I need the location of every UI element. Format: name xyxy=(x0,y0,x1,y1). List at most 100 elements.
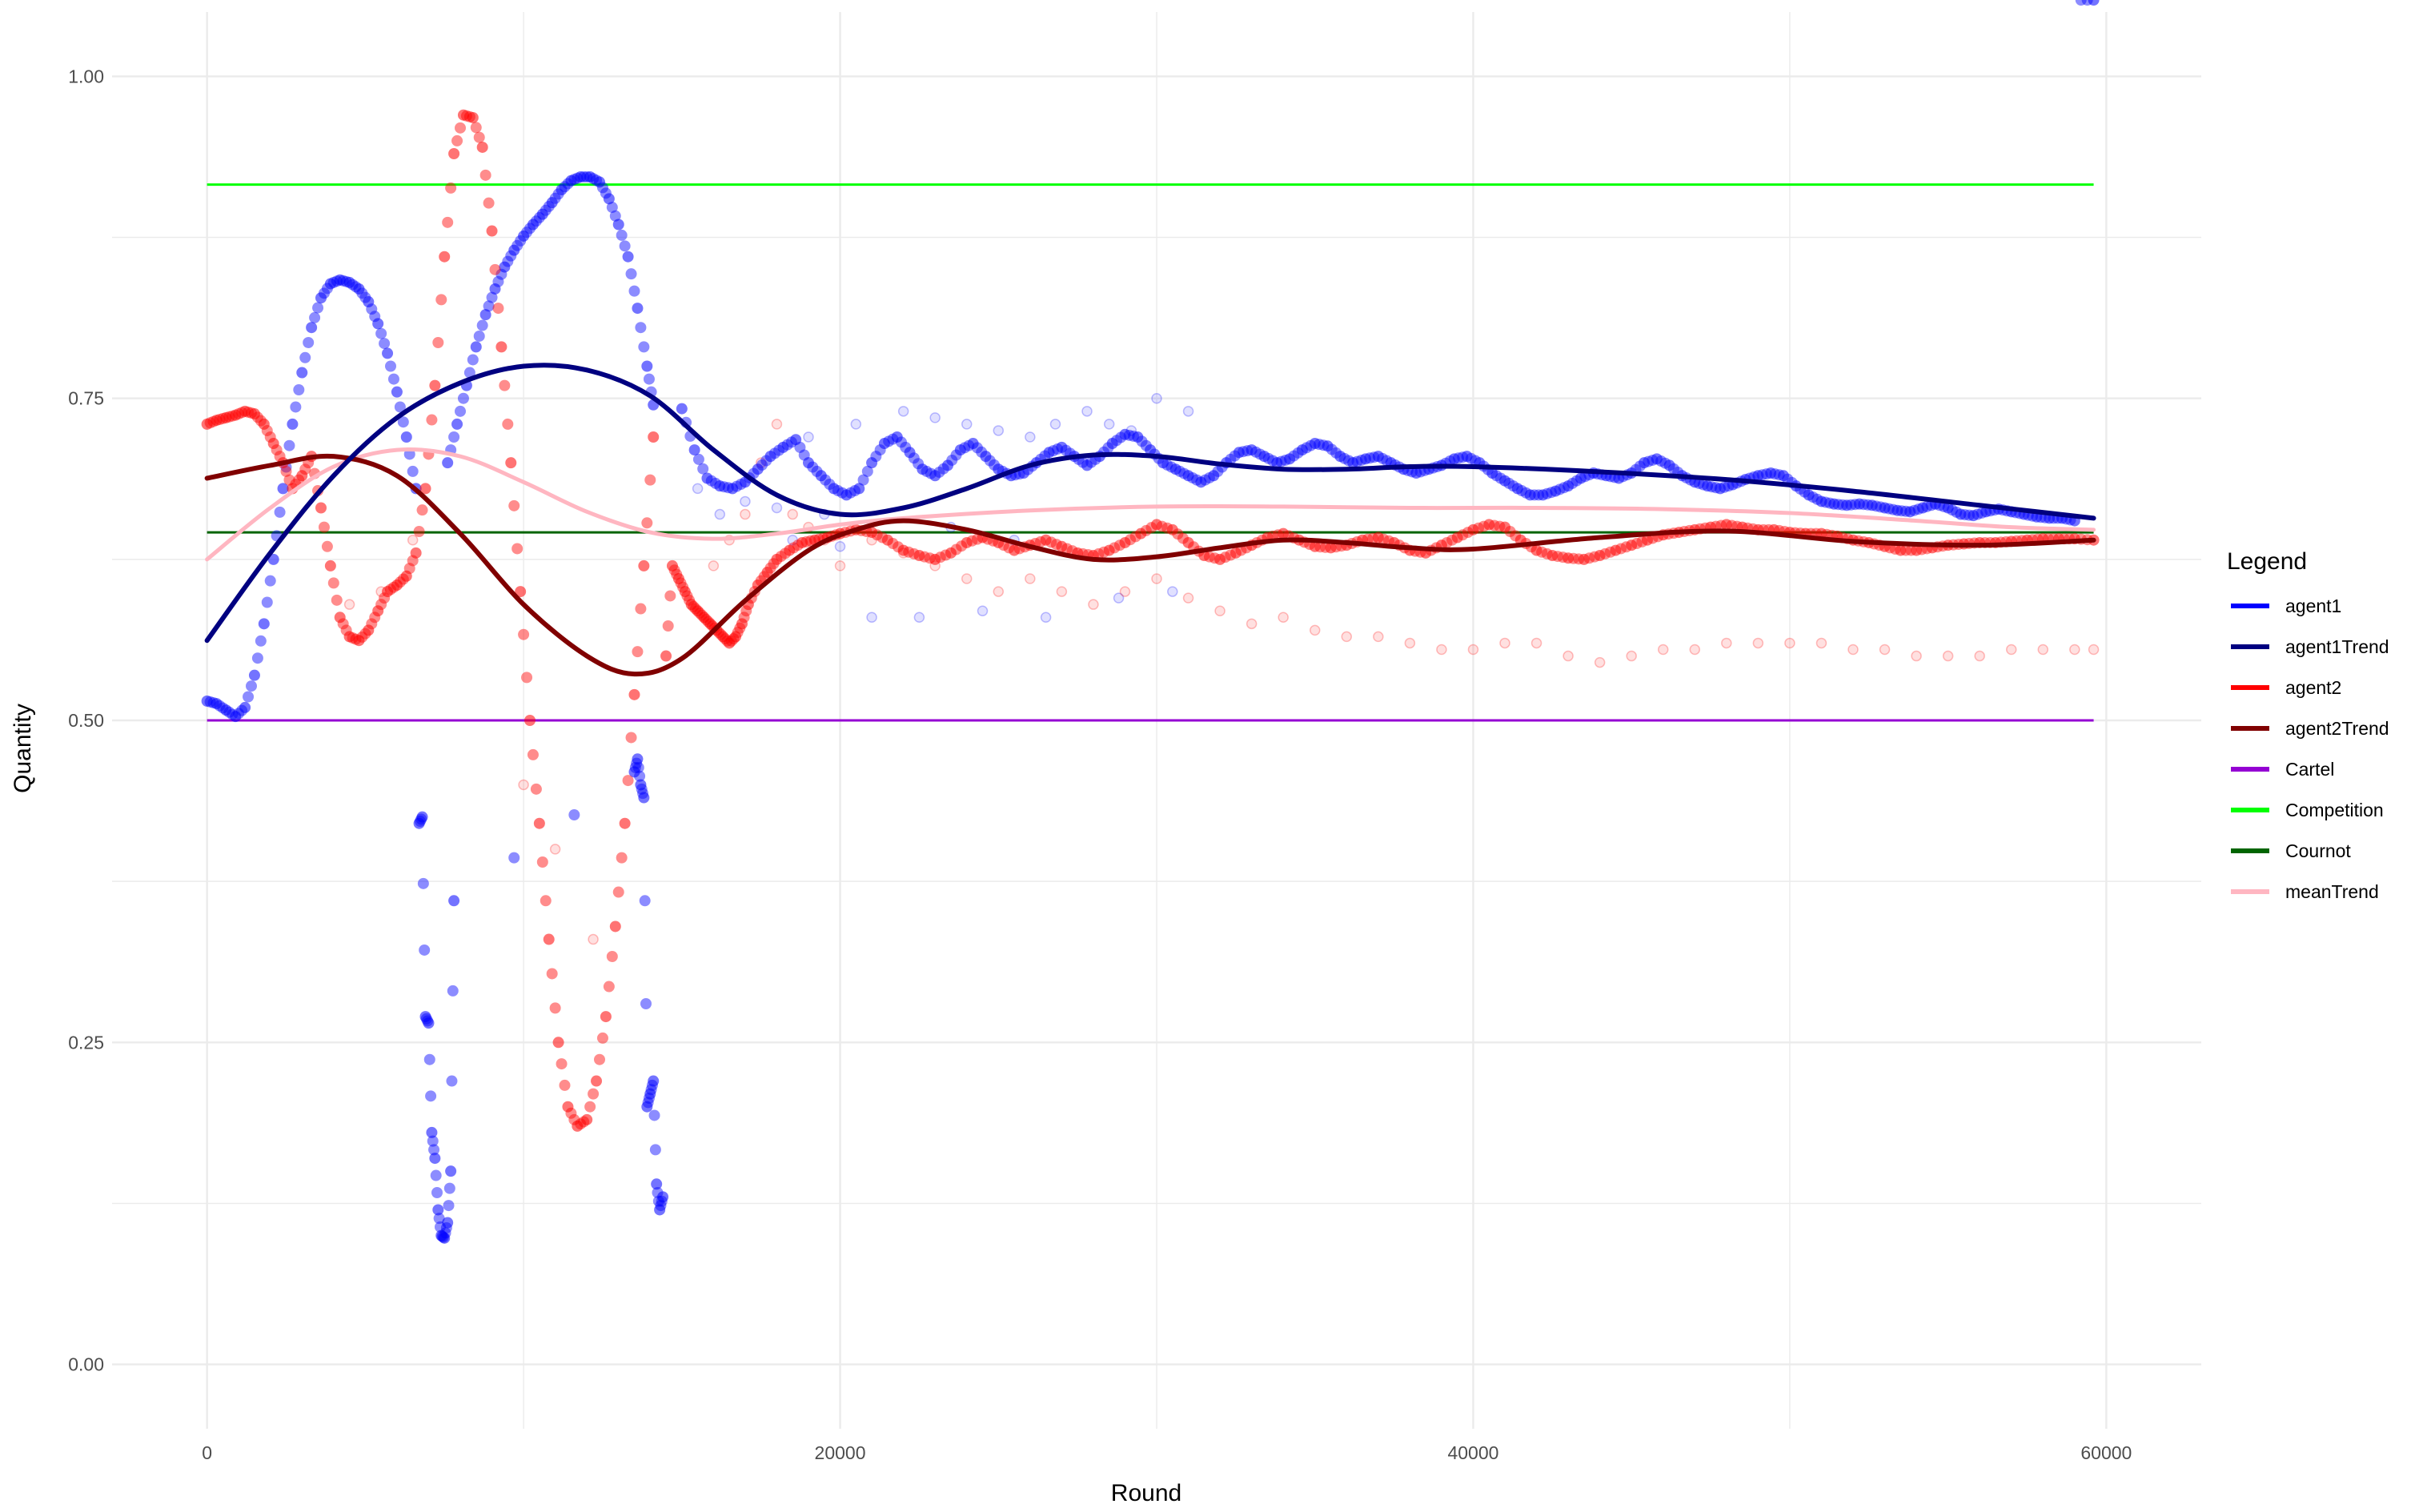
agent2-point xyxy=(666,559,678,572)
agent1-point xyxy=(315,292,327,304)
agent2-point xyxy=(331,594,343,606)
agent1-point xyxy=(382,347,394,359)
agent1-point xyxy=(1169,463,1181,475)
agent2-scatter-point xyxy=(708,560,720,572)
agent1-point xyxy=(1883,503,1895,515)
agent1-point xyxy=(1499,475,1510,487)
agent1-point xyxy=(718,481,730,493)
agent2-scatter-point xyxy=(993,586,1005,597)
agent1-point xyxy=(425,1090,437,1102)
agent1-scatter-point xyxy=(803,431,814,443)
agent1-point xyxy=(1453,452,1464,464)
agent1-point xyxy=(239,701,251,713)
agent1-point xyxy=(596,182,608,194)
agent1-point xyxy=(261,596,273,608)
agent1-scatter-point xyxy=(1025,431,1036,443)
agent1-point xyxy=(803,457,814,469)
agent1-point xyxy=(2088,0,2100,6)
agent1-point xyxy=(486,291,498,303)
agent2-point xyxy=(1610,544,1622,556)
agent2-point xyxy=(1599,547,1611,559)
agent1-point xyxy=(1778,470,1789,482)
agent1-point xyxy=(1655,455,1667,467)
agent1-point xyxy=(1208,470,1220,482)
agent2-point xyxy=(382,586,394,598)
agent1-point xyxy=(489,283,501,295)
agent2-point xyxy=(596,1032,608,1044)
agent1-point xyxy=(1060,444,1072,456)
agent2-point xyxy=(800,535,812,547)
agent2-point xyxy=(556,1058,568,1070)
agent1-point xyxy=(648,1109,660,1121)
agent2-point xyxy=(435,294,447,306)
agent2-scatter-point xyxy=(1025,573,1036,584)
agent1-point xyxy=(1250,446,1262,458)
agent1-point xyxy=(832,485,844,497)
agent2-point xyxy=(416,504,428,516)
agent1-point xyxy=(657,1191,669,1203)
agent1-point xyxy=(642,1097,654,1109)
agent1-point xyxy=(274,506,286,518)
agent1-point xyxy=(417,877,429,889)
agent2-point xyxy=(644,474,656,486)
agent2-point xyxy=(612,886,624,898)
agent1-point xyxy=(423,1017,435,1029)
agent1-point xyxy=(527,219,539,231)
agent1-point xyxy=(933,466,945,478)
agent1-point xyxy=(324,278,336,290)
agent2-point xyxy=(327,577,339,589)
agent1-point xyxy=(1056,441,1068,453)
agent1-point xyxy=(299,351,311,363)
agent2-scatter-point xyxy=(1847,644,1859,656)
agent2-point xyxy=(258,418,270,430)
agent1-point xyxy=(479,309,491,321)
agent1-point xyxy=(1161,459,1173,471)
agent1-point xyxy=(628,766,640,778)
agent2-point xyxy=(495,341,507,353)
agent2-scatter-point xyxy=(771,419,783,430)
agent1-point xyxy=(636,783,648,795)
agent1-point xyxy=(1225,453,1237,465)
agent1-point xyxy=(1719,481,1731,493)
agent1-point xyxy=(632,762,644,773)
agent2-point xyxy=(1546,550,1559,562)
agent1-point xyxy=(1782,473,1794,485)
agent1-point xyxy=(1528,489,1540,501)
agent2-point xyxy=(1626,539,1638,551)
agent2-point xyxy=(1551,551,1563,563)
trend-line-agent1trend xyxy=(204,363,2096,644)
agent2-scatter-point xyxy=(1278,612,1289,624)
agent1-point xyxy=(1360,453,1371,465)
agent1-point xyxy=(705,475,717,487)
agent2-scatter-point xyxy=(1088,599,1099,610)
agent1-point xyxy=(463,367,475,379)
agent1-point xyxy=(632,303,644,315)
agent1-point xyxy=(993,463,1005,475)
trend-line-meantrend xyxy=(205,447,2096,562)
agent2-scatter-point xyxy=(834,560,846,572)
agent1-point xyxy=(448,895,460,907)
agent1-point xyxy=(655,1200,667,1212)
agent1-point xyxy=(1284,453,1296,465)
agent1-point xyxy=(1959,509,1971,521)
agent1-point xyxy=(287,418,299,430)
agent1-point xyxy=(971,442,983,454)
agent1-point xyxy=(439,1227,451,1239)
agent2-point xyxy=(1488,519,1500,531)
agent2-point xyxy=(581,1113,593,1125)
agent1-point xyxy=(917,463,929,475)
agent2-point xyxy=(594,1053,605,1065)
agent1-point xyxy=(1322,440,1334,452)
agent2-scatter-point xyxy=(407,534,419,546)
agent1-point xyxy=(394,401,406,413)
agent1-point xyxy=(1807,491,1819,503)
agent2-point xyxy=(619,817,631,829)
agent1-point xyxy=(243,691,255,703)
agent2-point xyxy=(445,182,457,194)
agent1-point xyxy=(467,354,479,366)
agent1-point xyxy=(540,204,552,216)
agent1-scatter-point xyxy=(1167,586,1178,597)
agent2-point xyxy=(1499,521,1510,533)
agent2-point xyxy=(572,1120,584,1132)
agent1-point xyxy=(644,1088,656,1100)
